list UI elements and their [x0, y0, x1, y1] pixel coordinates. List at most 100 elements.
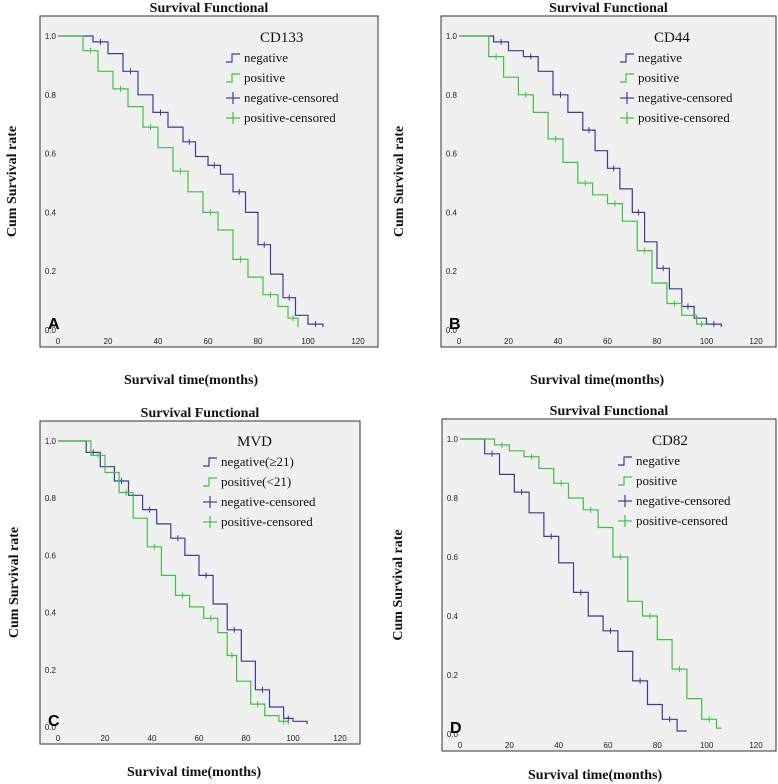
x-tick-label: 80: [653, 337, 662, 346]
series-negative-line: [58, 440, 308, 725]
chart-title: Survival Functional: [549, 1, 668, 16]
legend-label: negative: [636, 453, 680, 468]
series-positive-line: [459, 35, 707, 325]
legend-title: CD44: [654, 30, 690, 46]
y-tick-label: 0.6: [446, 150, 458, 159]
panel-c: Survival Functional 0 20 40 60 80 100 120 0.0 0.2…: [7, 406, 361, 780]
legend: MVD negative(≥21) positive(<21) negative-ce…: [203, 434, 316, 529]
x-axis-ticks: 0 20 40 60 80 100 120: [457, 337, 763, 346]
panel-b: Survival Functional 0 20 40 60 80 100 120 0.0 0.2…: [392, 1, 777, 388]
y-tick-label: 0.0: [446, 326, 458, 335]
x-axis-label: Survival time(months): [127, 765, 262, 780]
legend-swatch: [203, 477, 217, 487]
y-tick-label: 1.0: [446, 32, 458, 41]
y-tick-label: 0.2: [447, 671, 459, 680]
series-positive-line: [58, 35, 299, 328]
x-tick-label: 120: [333, 734, 347, 743]
y-tick-label: 0.8: [45, 91, 57, 100]
chart-title: Survival Functional: [550, 404, 669, 419]
chart-title: Survival Functional: [150, 1, 269, 16]
y-tick-label: 0.8: [446, 91, 458, 100]
legend-title: MVD: [237, 434, 272, 450]
legend-swatch: [618, 456, 632, 466]
y-tick-label: 0.8: [447, 494, 459, 503]
censor-marks-positive: [501, 441, 710, 723]
x-tick-label: 60: [604, 741, 613, 750]
chart-title: Survival Functional: [141, 406, 260, 421]
y-tick-label: 1.0: [45, 32, 57, 41]
y-axis-ticks: 0.0 0.2 0.4 0.6 0.8 1.0: [45, 32, 57, 335]
censor-marks-negative: [491, 450, 671, 723]
legend-label: negative: [638, 50, 682, 65]
panel-letter: D: [450, 720, 462, 737]
x-tick-label: 80: [254, 337, 263, 346]
x-axis-ticks: 0 20 40 60 80 100 120: [458, 741, 763, 750]
y-axis-label: Cum Survival rate: [7, 527, 22, 638]
x-tick-label: 80: [653, 741, 662, 750]
x-tick-label: 40: [554, 337, 563, 346]
legend-label: negative-censored: [244, 90, 339, 105]
legend-label: negative-censored: [221, 494, 316, 509]
x-axis-ticks: 0 20 40 60 80 100 120: [56, 337, 365, 346]
y-tick-label: 0.4: [447, 612, 459, 621]
y-tick-label: 0.4: [446, 208, 458, 217]
y-tick-label: 0.2: [45, 267, 57, 276]
panel-letter: C: [48, 713, 60, 730]
x-tick-label: 20: [104, 337, 113, 346]
legend: CD44 negative positive negative-censored pos…: [620, 30, 733, 125]
x-tick-label: 40: [154, 337, 163, 346]
series-negative-line: [58, 35, 324, 328]
y-axis-ticks: 0.0 0.2 0.4 0.6 0.8 1.0: [447, 435, 459, 739]
legend-swatch: [620, 73, 634, 83]
legend-swatch: [203, 457, 217, 467]
legend-label: positive-censored: [221, 514, 313, 529]
x-tick-label: 40: [148, 734, 157, 743]
legend-swatch: [620, 53, 634, 63]
x-tick-label: 100: [700, 741, 714, 750]
legend-swatch: [226, 73, 240, 83]
x-tick-label: 0: [56, 337, 61, 346]
y-tick-label: 0.4: [45, 609, 57, 618]
series-positive-line: [460, 438, 722, 729]
legend-title: CD133: [260, 30, 303, 46]
x-tick-label: 100: [700, 337, 714, 346]
x-axis-label: Survival time(months): [528, 768, 663, 783]
legend-label: positive: [638, 70, 679, 85]
x-tick-label: 20: [101, 734, 110, 743]
x-tick-label: 120: [749, 741, 763, 750]
censor-marks-negative: [92, 449, 289, 722]
legend-swatch: [618, 476, 632, 486]
x-tick-label: 80: [242, 734, 251, 743]
x-tick-label: 120: [749, 337, 763, 346]
x-tick-label: 100: [286, 734, 300, 743]
y-tick-label: 0.6: [447, 553, 459, 562]
x-tick-label: 60: [603, 337, 612, 346]
legend: CD82 negative positive negative-censored pos…: [618, 433, 731, 528]
x-tick-label: 0: [458, 741, 463, 750]
x-tick-label: 0: [457, 337, 462, 346]
legend-label: positive-censored: [636, 513, 728, 528]
y-axis-label: Cum Survival rate: [391, 529, 406, 640]
censor-marks-positive: [90, 47, 294, 322]
panel-letter: A: [48, 316, 60, 333]
x-tick-label: 20: [505, 741, 514, 750]
censor-marks-negative: [500, 38, 715, 328]
y-tick-label: 0.8: [45, 494, 57, 503]
y-tick-label: 0.0: [447, 730, 459, 739]
plot-area: [39, 15, 379, 348]
y-tick-label: 0.0: [45, 723, 57, 732]
y-tick-label: 0.6: [45, 150, 57, 159]
y-tick-label: 0.0: [45, 326, 57, 335]
x-tick-label: 60: [204, 337, 213, 346]
y-tick-label: 1.0: [45, 437, 57, 446]
plot-area: [441, 418, 777, 752]
y-tick-label: 0.4: [45, 208, 57, 217]
legend-label: positive: [636, 473, 677, 488]
x-tick-label: 60: [195, 734, 204, 743]
plot-area: [440, 15, 777, 348]
legend-label: positive: [244, 70, 285, 85]
legend-label: negative: [244, 50, 288, 65]
legend-label: negative-censored: [638, 90, 733, 105]
censor-marks-positive: [97, 452, 285, 725]
